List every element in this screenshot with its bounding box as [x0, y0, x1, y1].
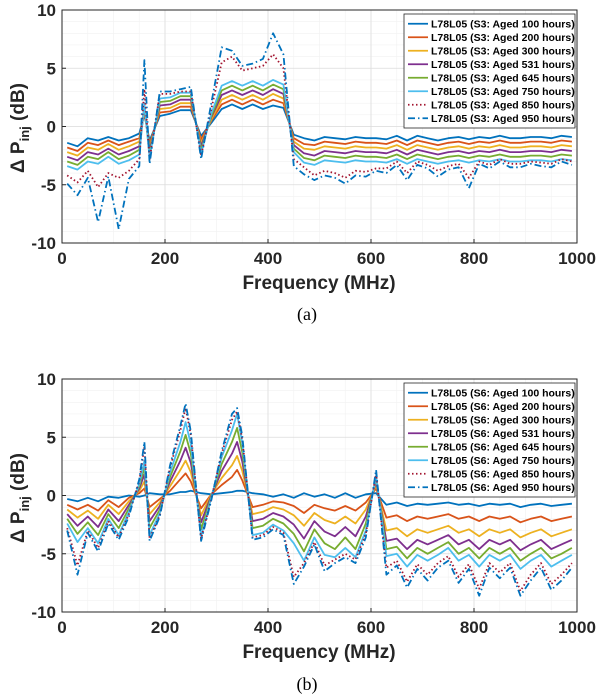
x-axis-title: Frequency (MHz): [242, 642, 395, 663]
series-line: [66, 79, 573, 171]
y-tick-label: 5: [47, 59, 56, 78]
x-tick-label: 600: [357, 618, 385, 637]
legend-label: L78L05 (S3: Aged 950 hours): [431, 113, 575, 125]
y-tick-label: 0: [47, 118, 56, 137]
x-tick-label: 1000: [558, 618, 596, 637]
caption-a: (a): [297, 304, 317, 325]
x-tick-label: 400: [254, 618, 282, 637]
legend-label: L78L05 (S6: Aged 300 hours): [431, 415, 575, 427]
legend-label: L78L05 (S3: Aged 100 hours): [431, 19, 575, 31]
chart-panel-b: Δ Pinj (dB) Frequency (MHz) (b) 0 200 400 6…: [8, 370, 596, 695]
legend-label: L78L05 (S6: Aged 200 hours): [431, 401, 575, 413]
legend-box: [403, 13, 576, 129]
legend-label: L78L05 (S3: Aged 200 hours): [431, 32, 575, 44]
y-tick-label: -5: [41, 176, 56, 195]
x-tick-label: 0: [57, 618, 66, 637]
y-axis-title: Δ Pinj (dB): [8, 83, 32, 173]
legend-label: L78L05 (S6: Aged 645 hours): [431, 442, 575, 454]
y-tick-label: -10: [31, 234, 56, 253]
legend-label: L78L05 (S6: Aged 850 hours): [431, 469, 575, 481]
series-line: [66, 402, 573, 597]
legend-label: L78L05 (S6: Aged 531 hours): [431, 428, 575, 440]
x-tick-label: 800: [460, 618, 488, 637]
legend-box: [403, 382, 576, 498]
x-tick-label: 600: [357, 249, 385, 268]
legend-label: L78L05 (S6: Aged 750 hours): [431, 455, 575, 467]
x-tick-label: 400: [254, 249, 282, 268]
x-tick-label: 200: [151, 618, 179, 637]
x-tick-label: 200: [151, 249, 179, 268]
legend: L78L05 (S3: Aged 100 hours)L78L05 (S3: A…: [403, 13, 576, 129]
legend: L78L05 (S6: Aged 100 hours)L78L05 (S6: A…: [403, 382, 576, 498]
x-axis-title: Frequency (MHz): [242, 273, 395, 294]
legend-label: L78L05 (S3: Aged 300 hours): [431, 46, 575, 58]
x-tick-label: 1000: [558, 249, 596, 268]
legend-label: L78L05 (S3: Aged 531 hours): [431, 59, 575, 71]
y-tick-label: -5: [41, 545, 56, 564]
y-tick-label: 10: [37, 370, 56, 389]
y-axis-title: Δ Pinj (dB): [8, 453, 32, 543]
legend-label: L78L05 (S6: Aged 100 hours): [431, 388, 575, 400]
y-tick-label: 10: [37, 1, 56, 20]
x-tick-label: 800: [460, 249, 488, 268]
legend-label: L78L05 (S3: Aged 645 hours): [431, 73, 575, 85]
y-tick-label: -10: [31, 603, 56, 622]
legend-label: L78L05 (S6: Aged 950 hours): [431, 482, 575, 494]
legend-label: L78L05 (S3: Aged 850 hours): [431, 100, 575, 112]
series-line: [67, 489, 572, 509]
y-tick-label: 0: [47, 487, 56, 506]
chart-panel-a: Δ Pinj (dB) Frequency (MHz) (a) 0 200 400 6…: [8, 1, 596, 325]
x-tick-label: 0: [57, 249, 66, 268]
series-line: [66, 32, 573, 230]
legend-label: L78L05 (S3: Aged 750 hours): [431, 86, 575, 98]
y-tick-label: 5: [47, 428, 56, 447]
caption-b: (b): [297, 674, 318, 695]
